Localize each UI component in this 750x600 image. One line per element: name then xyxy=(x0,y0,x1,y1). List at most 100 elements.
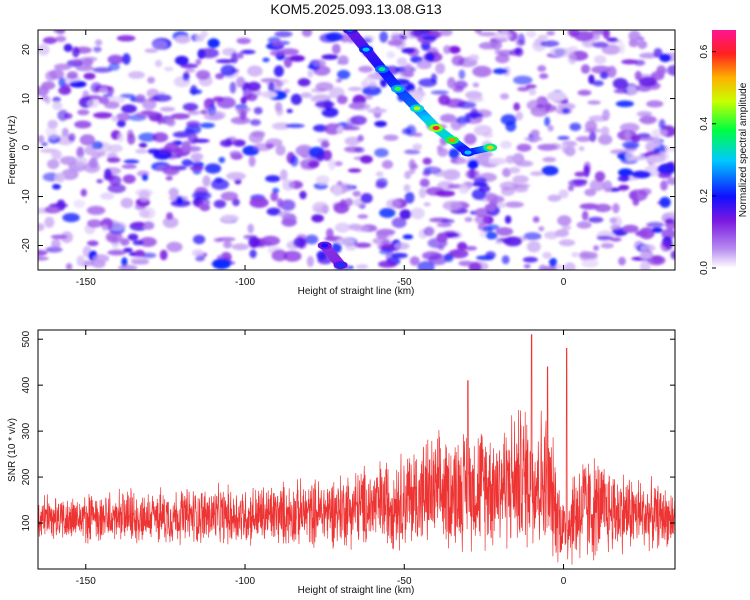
heatmap-cell xyxy=(316,150,325,162)
heatmap-cell xyxy=(91,141,104,150)
heatmap-cell xyxy=(239,109,247,121)
heatmap-cell xyxy=(517,33,526,45)
heatmap-cell xyxy=(584,188,597,197)
heatmap-cell xyxy=(478,31,498,37)
heatmap-cell xyxy=(618,42,626,54)
heatmap-cell xyxy=(279,48,300,56)
heatmap-cell xyxy=(588,74,595,85)
heatmap-cell xyxy=(490,39,502,51)
heatmap-ridge-core xyxy=(378,67,386,72)
heatmap-cell xyxy=(246,93,258,102)
heatmap-cell xyxy=(543,265,557,270)
heatmap-cell xyxy=(57,109,69,122)
heatmap-cell xyxy=(660,240,672,252)
heatmap-cell xyxy=(147,76,156,84)
heatmap-cell xyxy=(295,144,314,157)
heatmap-cell xyxy=(187,110,201,116)
heatmap-cell xyxy=(289,55,306,62)
x-tick-label: 0 xyxy=(561,277,567,288)
heatmap-cell xyxy=(383,134,399,141)
heatmap-cell xyxy=(236,76,246,88)
heatmap-cell xyxy=(226,172,246,181)
heatmap-cell xyxy=(235,107,252,112)
heatmap-cell xyxy=(216,96,236,109)
heatmap-cell xyxy=(617,175,630,182)
snr-x-ticks: -150 -100 -50 0 xyxy=(76,330,567,587)
heatmap-cell xyxy=(111,115,119,122)
heatmap-cell xyxy=(308,160,320,169)
heatmap-cell xyxy=(471,182,488,187)
colorbar-tick-label: 0.0 xyxy=(699,261,710,275)
heatmap-cell xyxy=(574,181,583,186)
heatmap-cell xyxy=(360,155,373,164)
heatmap-cell xyxy=(513,102,521,111)
heatmap-cell xyxy=(272,42,285,47)
heatmap-cell xyxy=(312,59,326,67)
heatmap-cell xyxy=(512,175,529,184)
heatmap-cell xyxy=(557,215,572,227)
heatmap-cell xyxy=(87,240,99,247)
heatmap-cell xyxy=(313,124,328,132)
heatmap-cell xyxy=(340,126,361,131)
heatmap-cell xyxy=(247,223,254,234)
snr-y-ticks: 100 200 300 400 500 xyxy=(21,330,675,531)
heatmap-cell xyxy=(88,157,99,169)
heatmap-cell xyxy=(610,149,629,155)
heatmap-cell xyxy=(121,164,137,169)
heatmap-cell xyxy=(670,250,675,260)
heatmap-cell xyxy=(271,122,292,130)
heatmap-cell xyxy=(119,93,136,99)
heatmap-cell xyxy=(92,254,110,263)
heatmap-cell xyxy=(558,189,569,199)
heatmap-cell xyxy=(138,142,148,148)
heatmap-cell xyxy=(331,43,341,55)
heatmap-cell xyxy=(646,221,665,228)
heatmap-cell xyxy=(567,30,580,37)
heatmap-cell xyxy=(162,165,180,176)
heatmap-cell xyxy=(195,70,211,80)
heatmap-cell xyxy=(107,234,118,242)
heatmap-cell xyxy=(547,194,562,202)
heatmap-cell xyxy=(438,94,451,106)
heatmap-cell xyxy=(51,149,62,160)
heatmap-cell xyxy=(629,156,648,161)
heatmap-cell xyxy=(417,261,435,270)
heatmap-cell xyxy=(86,205,106,215)
heatmap-cell xyxy=(394,242,410,250)
heatmap-cell xyxy=(276,198,284,208)
heatmap-cell xyxy=(444,254,454,263)
heatmap-cell xyxy=(325,228,334,239)
heatmap-cell xyxy=(54,63,72,71)
heatmap-cell xyxy=(103,101,120,109)
heatmap-cell xyxy=(311,214,324,223)
heatmap-cell xyxy=(165,176,173,181)
heatmap-cell xyxy=(531,107,547,117)
heatmap-cell xyxy=(528,88,537,96)
heatmap-cell xyxy=(560,99,569,104)
heatmap-cell xyxy=(139,237,157,247)
heatmap-cell xyxy=(637,133,651,138)
heatmap-cell xyxy=(358,65,374,73)
heatmap-cell xyxy=(440,113,457,123)
heatmap-cell xyxy=(56,30,66,35)
heatmap-cell xyxy=(403,184,411,192)
heatmap-cell xyxy=(592,80,604,87)
heatmap-cell xyxy=(658,119,666,131)
heatmap-cell xyxy=(665,220,675,230)
heatmap-x-label: Height of straight line (km) xyxy=(298,286,415,297)
heatmap-cell xyxy=(493,31,512,40)
heatmap-cell xyxy=(337,69,351,80)
heatmap-cell xyxy=(456,158,470,164)
heatmap-cell xyxy=(116,119,126,128)
heatmap-cell xyxy=(631,135,641,143)
heatmap-cell xyxy=(486,224,500,231)
heatmap-cell xyxy=(62,213,80,223)
heatmap-cell xyxy=(324,123,342,135)
y-tick-label: -20 xyxy=(21,238,32,253)
heatmap-cell xyxy=(211,258,231,270)
heatmap-cell xyxy=(515,111,524,121)
heatmap-cell xyxy=(612,203,620,214)
heatmap-cell xyxy=(567,46,579,51)
heatmap-cell xyxy=(135,94,146,104)
